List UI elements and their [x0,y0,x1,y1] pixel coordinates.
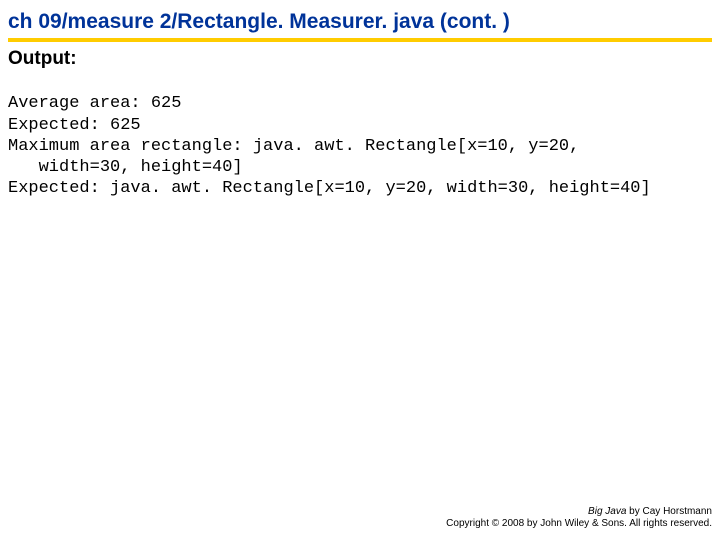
slide-title: ch 09/measure 2/Rectangle. Measurer. jav… [8,10,712,38]
slide-footer: Big Java by Cay Horstmann Copyright © 20… [446,506,712,530]
code-line: Expected: java. awt. Rectangle[x=10, y=2… [8,179,651,198]
code-line: Maximum area rectangle: java. awt. Recta… [8,137,579,156]
code-line: Average area: 625 [8,94,181,113]
slide-container: ch 09/measure 2/Rectangle. Measurer. jav… [0,0,720,540]
copyright-text: Copyright © 2008 by John Wiley & Sons. A… [446,518,712,530]
output-heading: Output: [8,48,712,70]
title-divider [8,38,712,42]
code-line: Expected: 625 [8,116,141,135]
book-title: Big Java [588,506,626,517]
footer-line-1: Big Java by Cay Horstmann [446,506,712,518]
code-output: Average area: 625 Expected: 625 Maximum … [8,72,712,200]
code-line: width=30, height=40] [8,158,243,177]
author-text: by Cay Horstmann [626,506,712,517]
